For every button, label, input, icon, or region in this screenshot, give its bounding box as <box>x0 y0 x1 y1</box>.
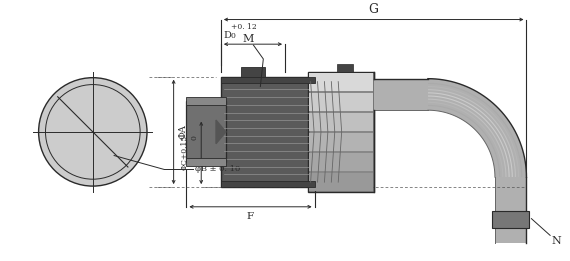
FancyBboxPatch shape <box>337 64 353 72</box>
Text: F: F <box>247 212 254 221</box>
Text: ΦC+0.15
0: ΦC+0.15 0 <box>181 135 198 170</box>
FancyBboxPatch shape <box>308 72 374 192</box>
Text: φB ± 0. 10: φB ± 0. 10 <box>196 165 241 173</box>
Text: N: N <box>551 236 561 246</box>
FancyBboxPatch shape <box>308 133 373 151</box>
FancyBboxPatch shape <box>241 67 265 77</box>
FancyBboxPatch shape <box>492 211 530 228</box>
Polygon shape <box>216 120 226 144</box>
FancyBboxPatch shape <box>186 101 226 162</box>
FancyBboxPatch shape <box>186 97 226 105</box>
Polygon shape <box>428 79 527 177</box>
FancyBboxPatch shape <box>186 158 226 166</box>
FancyBboxPatch shape <box>374 79 428 110</box>
FancyBboxPatch shape <box>308 113 373 131</box>
Circle shape <box>39 78 147 186</box>
FancyBboxPatch shape <box>308 173 373 191</box>
FancyBboxPatch shape <box>308 73 373 91</box>
FancyBboxPatch shape <box>308 93 373 111</box>
Text: ΦA: ΦA <box>178 124 188 139</box>
FancyBboxPatch shape <box>221 77 315 83</box>
FancyBboxPatch shape <box>308 153 373 171</box>
FancyBboxPatch shape <box>221 181 315 187</box>
FancyBboxPatch shape <box>495 177 527 243</box>
Text: D: D <box>223 31 231 40</box>
Text: G: G <box>369 3 378 16</box>
FancyBboxPatch shape <box>221 77 315 187</box>
Text: M: M <box>243 34 254 44</box>
Text: +0. 12
0: +0. 12 0 <box>231 23 256 40</box>
